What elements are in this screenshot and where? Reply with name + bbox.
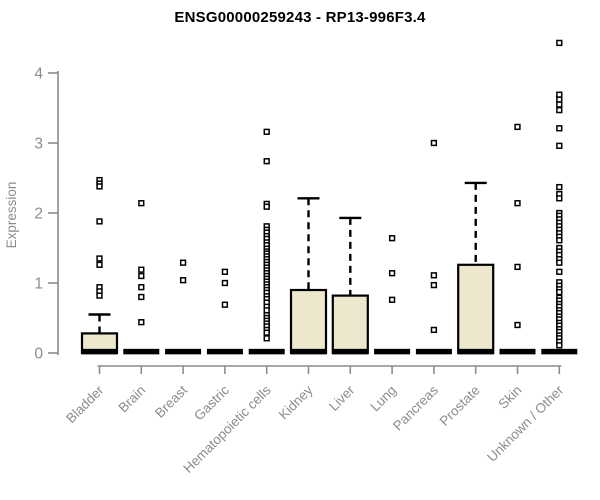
outlier-point xyxy=(221,279,229,287)
y-tick-label: 2 xyxy=(34,206,43,223)
outlier-point xyxy=(179,277,187,284)
outlier-point xyxy=(556,91,563,98)
y-tick-label: 1 xyxy=(34,276,43,293)
x-tick-label: Brain xyxy=(116,383,149,416)
outlier-point xyxy=(221,268,229,275)
outlier-point xyxy=(138,272,145,280)
outlier-point xyxy=(430,281,438,289)
x-tick-label: Liver xyxy=(326,382,358,414)
box-Kidney xyxy=(289,288,328,355)
outlier-point xyxy=(556,268,563,275)
outlier-point xyxy=(556,237,563,244)
median-bar xyxy=(415,348,452,355)
median-bar xyxy=(165,348,202,355)
chart-title: ENSG00000259243 - RP13-996F3.4 xyxy=(174,9,426,26)
outlier-point xyxy=(430,272,438,279)
outlier-point xyxy=(514,123,521,131)
x-tick-label: Gastric xyxy=(191,382,232,423)
outlier-point xyxy=(138,266,145,273)
outlier-point xyxy=(263,158,270,165)
x-tick-label: Bladder xyxy=(63,382,107,426)
box-Liver xyxy=(331,294,369,355)
x-tick-label: Prostate xyxy=(437,383,483,429)
x-tick-label: Unknown / Other xyxy=(484,382,567,465)
outlier-point xyxy=(556,288,563,296)
outlier-point xyxy=(138,200,145,207)
median-bar xyxy=(332,348,369,355)
outlier-point xyxy=(430,139,438,147)
x-tick-label: Breast xyxy=(152,382,190,420)
median-bar xyxy=(374,348,411,355)
outlier-point xyxy=(221,301,229,308)
median-bar xyxy=(541,348,578,355)
outlier-point xyxy=(179,259,187,266)
outlier-point xyxy=(556,106,563,114)
outlier-point xyxy=(430,326,438,334)
y-tick-label: 4 xyxy=(34,66,43,83)
outlier-point xyxy=(388,296,396,303)
outlier-point xyxy=(514,321,521,329)
outlier-point xyxy=(556,342,563,349)
outlier-point xyxy=(138,293,145,301)
outlier-point xyxy=(138,284,145,291)
outlier-point xyxy=(96,292,103,299)
median-bar xyxy=(81,348,118,355)
median-bar xyxy=(206,348,243,355)
outlier-point xyxy=(263,329,270,336)
median-bar xyxy=(457,348,494,355)
outlier-point xyxy=(556,183,563,191)
outlier-point xyxy=(556,101,563,108)
outlier-point xyxy=(556,259,563,266)
outlier-point xyxy=(96,255,103,262)
outlier-point xyxy=(96,261,103,268)
y-tick-label: 0 xyxy=(34,346,43,363)
x-tick-label: Lung xyxy=(367,383,399,415)
outlier-point xyxy=(556,96,563,103)
median-bar xyxy=(123,348,160,355)
box-Prostate xyxy=(457,263,495,355)
x-tick-label: Pancreas xyxy=(390,382,441,433)
outlier-point xyxy=(514,200,521,207)
outlier-point xyxy=(263,128,270,135)
x-tick-label: Skin xyxy=(495,383,524,412)
outlier-point xyxy=(263,203,270,210)
x-tick-label: Kidney xyxy=(276,382,316,422)
outlier-point xyxy=(388,270,396,277)
outlier-point xyxy=(556,195,563,202)
outlier-point xyxy=(556,39,563,47)
y-tick-label: 3 xyxy=(34,136,43,153)
y-axis-title: Expression xyxy=(4,182,19,249)
outlier-point xyxy=(263,307,270,314)
outlier-point xyxy=(263,335,270,342)
median-bar xyxy=(499,348,536,355)
outlier-point xyxy=(514,263,521,271)
outlier-point xyxy=(556,142,563,149)
median-bar xyxy=(248,348,285,355)
outlier-point xyxy=(556,125,563,132)
outlier-point xyxy=(96,183,103,190)
median-bar xyxy=(290,348,327,355)
outlier-point xyxy=(96,218,103,225)
outlier-point xyxy=(388,235,396,242)
outlier-point xyxy=(138,319,145,326)
